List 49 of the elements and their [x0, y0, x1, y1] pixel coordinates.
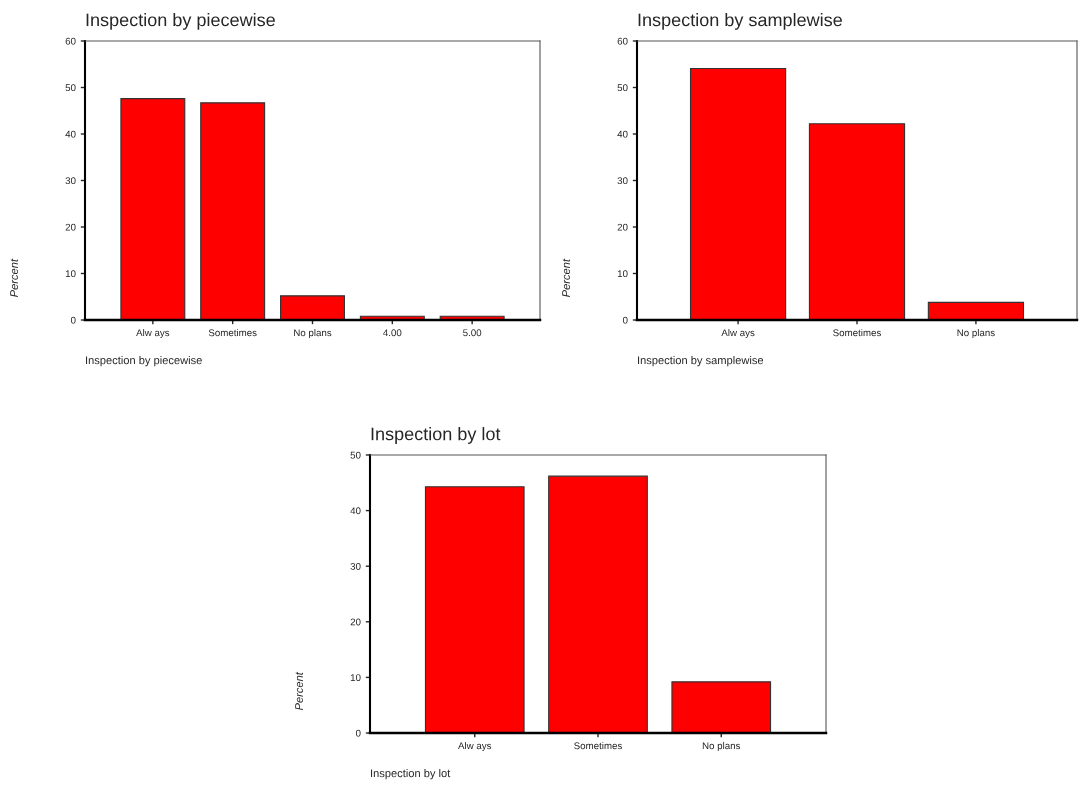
y-tick-label: 0 — [70, 316, 76, 324]
bar — [927, 301, 1025, 320]
y-tick-label: 30 — [65, 177, 76, 185]
y-tick-label: 50 — [350, 451, 361, 459]
x-tick-label: No plans — [957, 329, 995, 339]
y-tick-label: 60 — [617, 37, 628, 45]
y-tick-label: 20 — [65, 223, 76, 231]
bar — [120, 98, 186, 320]
x-tick-label: Alw ays — [458, 742, 492, 752]
x-tick-label: 5.00 — [463, 329, 482, 337]
y-tick-label: 40 — [65, 130, 76, 138]
y-axis-title: Percent — [295, 671, 303, 711]
y-tick-label: 30 — [350, 562, 361, 570]
y-tick-label: 30 — [617, 177, 628, 185]
x-tick-label: No plans — [702, 742, 741, 752]
x-tick-label: Alw ays — [721, 329, 755, 339]
y-axis-title: Percent — [562, 258, 570, 297]
x-tick-label: No plans — [294, 329, 332, 339]
y-tick-label: 10 — [350, 674, 361, 682]
y-tick-label: 20 — [350, 618, 361, 626]
x-axis-title: Inspection by piecewise — [86, 356, 202, 367]
bar — [280, 295, 345, 320]
x-axis-title: Inspection by lot — [371, 769, 451, 780]
bar — [689, 67, 787, 320]
x-tick-label: Alw ays — [136, 329, 170, 339]
y-tick-label: 10 — [65, 270, 76, 278]
y-axis-title: Percent — [10, 258, 18, 297]
y-tick-label: 60 — [65, 37, 76, 45]
bar — [424, 486, 525, 733]
chart-title: Inspection by lot — [371, 427, 501, 444]
y-tick-label: 10 — [617, 270, 628, 278]
bar — [671, 681, 772, 733]
y-tick-label: 50 — [65, 84, 76, 92]
chart-title: Inspection by piecewise — [86, 13, 275, 30]
y-tick-label: 0 — [355, 729, 361, 737]
y-tick-label: 50 — [617, 84, 628, 92]
y-tick-label: 40 — [617, 130, 628, 138]
x-axis-title: Inspection by samplewise — [638, 356, 764, 367]
y-tick-label: 0 — [622, 316, 628, 324]
x-tick-label: Sometimes — [833, 329, 881, 337]
y-tick-label: 20 — [617, 223, 628, 231]
bar — [548, 475, 648, 733]
x-tick-label: 4.00 — [383, 329, 402, 337]
x-tick-label: Sometimes — [574, 742, 622, 750]
x-tick-label: Sometimes — [208, 329, 257, 337]
bar — [808, 123, 906, 320]
bar — [200, 102, 266, 320]
y-tick-label: 40 — [350, 507, 361, 515]
chart-title: Inspection by samplewise — [638, 13, 842, 30]
